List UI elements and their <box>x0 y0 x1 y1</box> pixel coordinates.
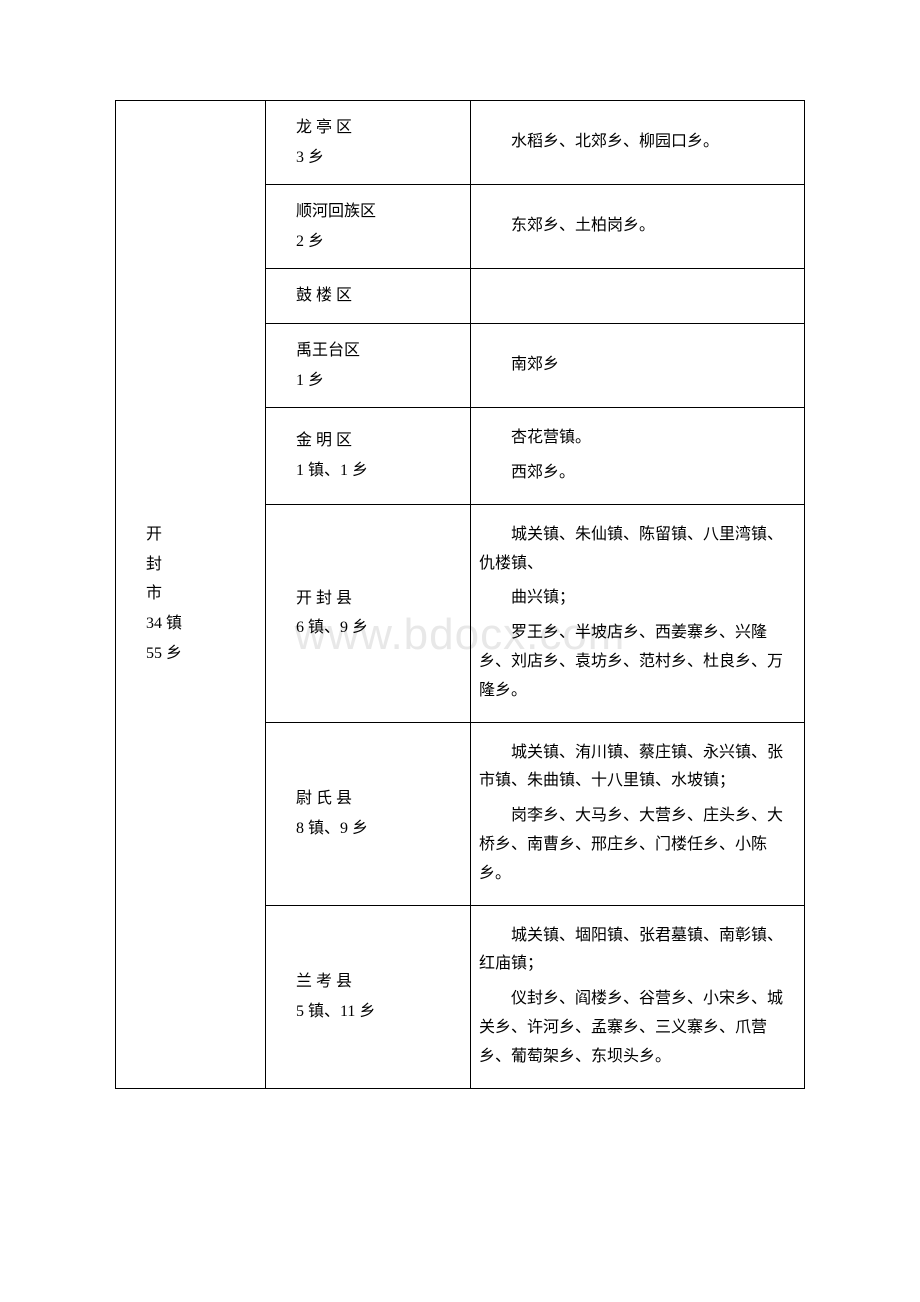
district-stats: 6 镇、9 乡 <box>296 615 462 641</box>
details-cell: 南郊乡 <box>471 323 805 407</box>
details-text: 岗李乡、大马乡、大营乡、庄头乡、大桥乡、南曹乡、邢庄乡、门楼任乡、小陈乡。 <box>479 802 796 888</box>
district-name: 尉 氏 县 <box>296 786 462 812</box>
details-text: 城关镇、朱仙镇、陈留镇、八里湾镇、仇楼镇、 <box>479 521 796 579</box>
district-stats: 8 镇、9 乡 <box>296 816 462 842</box>
city-name-char: 市 <box>146 581 257 607</box>
city-name-char: 封 <box>146 552 257 578</box>
district-name: 鼓 楼 区 <box>296 283 462 309</box>
district-cell: 金 明 区 1 镇、1 乡 <box>266 408 471 505</box>
district-name: 开 封 县 <box>296 586 462 612</box>
admin-divisions-table: 开 封 市 34 镇 55 乡 龙 亭 区 3 乡 水稻乡、北郊乡、柳园口乡。 … <box>115 100 805 1089</box>
details-text: 南郊乡 <box>479 351 796 380</box>
district-cell: 鼓 楼 区 <box>266 269 471 324</box>
details-text: 杏花营镇。 <box>479 424 796 453</box>
district-stats: 1 乡 <box>296 368 462 394</box>
details-text: 城关镇、堌阳镇、张君墓镇、南彰镇、红庙镇； <box>479 922 796 980</box>
details-text: 水稻乡、北郊乡、柳园口乡。 <box>479 128 796 157</box>
table-row: 开 封 市 34 镇 55 乡 龙 亭 区 3 乡 水稻乡、北郊乡、柳园口乡。 <box>116 101 805 185</box>
details-cell: 城关镇、堌阳镇、张君墓镇、南彰镇、红庙镇； 仪封乡、阎楼乡、谷营乡、小宋乡、城关… <box>471 905 805 1088</box>
district-cell: 开 封 县 6 镇、9 乡 <box>266 504 471 722</box>
district-stats: 5 镇、11 乡 <box>296 999 462 1025</box>
city-stats: 55 乡 <box>146 641 257 667</box>
details-cell: 城关镇、洧川镇、蔡庄镇、永兴镇、张市镇、朱曲镇、十八里镇、水坡镇； 岗李乡、大马… <box>471 722 805 905</box>
district-cell: 禹王台区 1 乡 <box>266 323 471 407</box>
district-cell: 顺河回族区 2 乡 <box>266 185 471 269</box>
content-wrapper: 开 封 市 34 镇 55 乡 龙 亭 区 3 乡 水稻乡、北郊乡、柳园口乡。 … <box>115 100 805 1089</box>
district-name: 龙 亭 区 <box>296 115 462 141</box>
district-name: 顺河回族区 <box>296 199 462 225</box>
district-stats: 2 乡 <box>296 229 462 255</box>
details-cell: 杏花营镇。 西郊乡。 <box>471 408 805 505</box>
details-cell: 水稻乡、北郊乡、柳园口乡。 <box>471 101 805 185</box>
city-name-char: 开 <box>146 522 257 548</box>
district-stats: 3 乡 <box>296 145 462 171</box>
details-text: 罗王乡、半坡店乡、西姜寨乡、兴隆乡、刘店乡、袁坊乡、范村乡、杜良乡、万隆乡。 <box>479 619 796 705</box>
district-name: 禹王台区 <box>296 338 462 364</box>
district-cell: 龙 亭 区 3 乡 <box>266 101 471 185</box>
details-cell: 东郊乡、土柏岗乡。 <box>471 185 805 269</box>
details-cell <box>471 269 805 324</box>
details-text: 城关镇、洧川镇、蔡庄镇、永兴镇、张市镇、朱曲镇、十八里镇、水坡镇； <box>479 739 796 797</box>
district-name: 金 明 区 <box>296 428 462 454</box>
city-cell: 开 封 市 34 镇 55 乡 <box>116 101 266 1089</box>
district-cell: 尉 氏 县 8 镇、9 乡 <box>266 722 471 905</box>
details-cell: 城关镇、朱仙镇、陈留镇、八里湾镇、仇楼镇、 曲兴镇； 罗王乡、半坡店乡、西姜寨乡… <box>471 504 805 722</box>
district-stats: 1 镇、1 乡 <box>296 458 462 484</box>
details-text: 东郊乡、土柏岗乡。 <box>479 212 796 241</box>
details-text: 仪封乡、阎楼乡、谷营乡、小宋乡、城关乡、许河乡、孟寨乡、三义寨乡、爪营乡、葡萄架… <box>479 985 796 1071</box>
city-stats: 34 镇 <box>146 611 257 637</box>
district-cell: 兰 考 县 5 镇、11 乡 <box>266 905 471 1088</box>
details-text: 曲兴镇； <box>479 584 796 613</box>
district-name: 兰 考 县 <box>296 969 462 995</box>
details-text: 西郊乡。 <box>479 459 796 488</box>
